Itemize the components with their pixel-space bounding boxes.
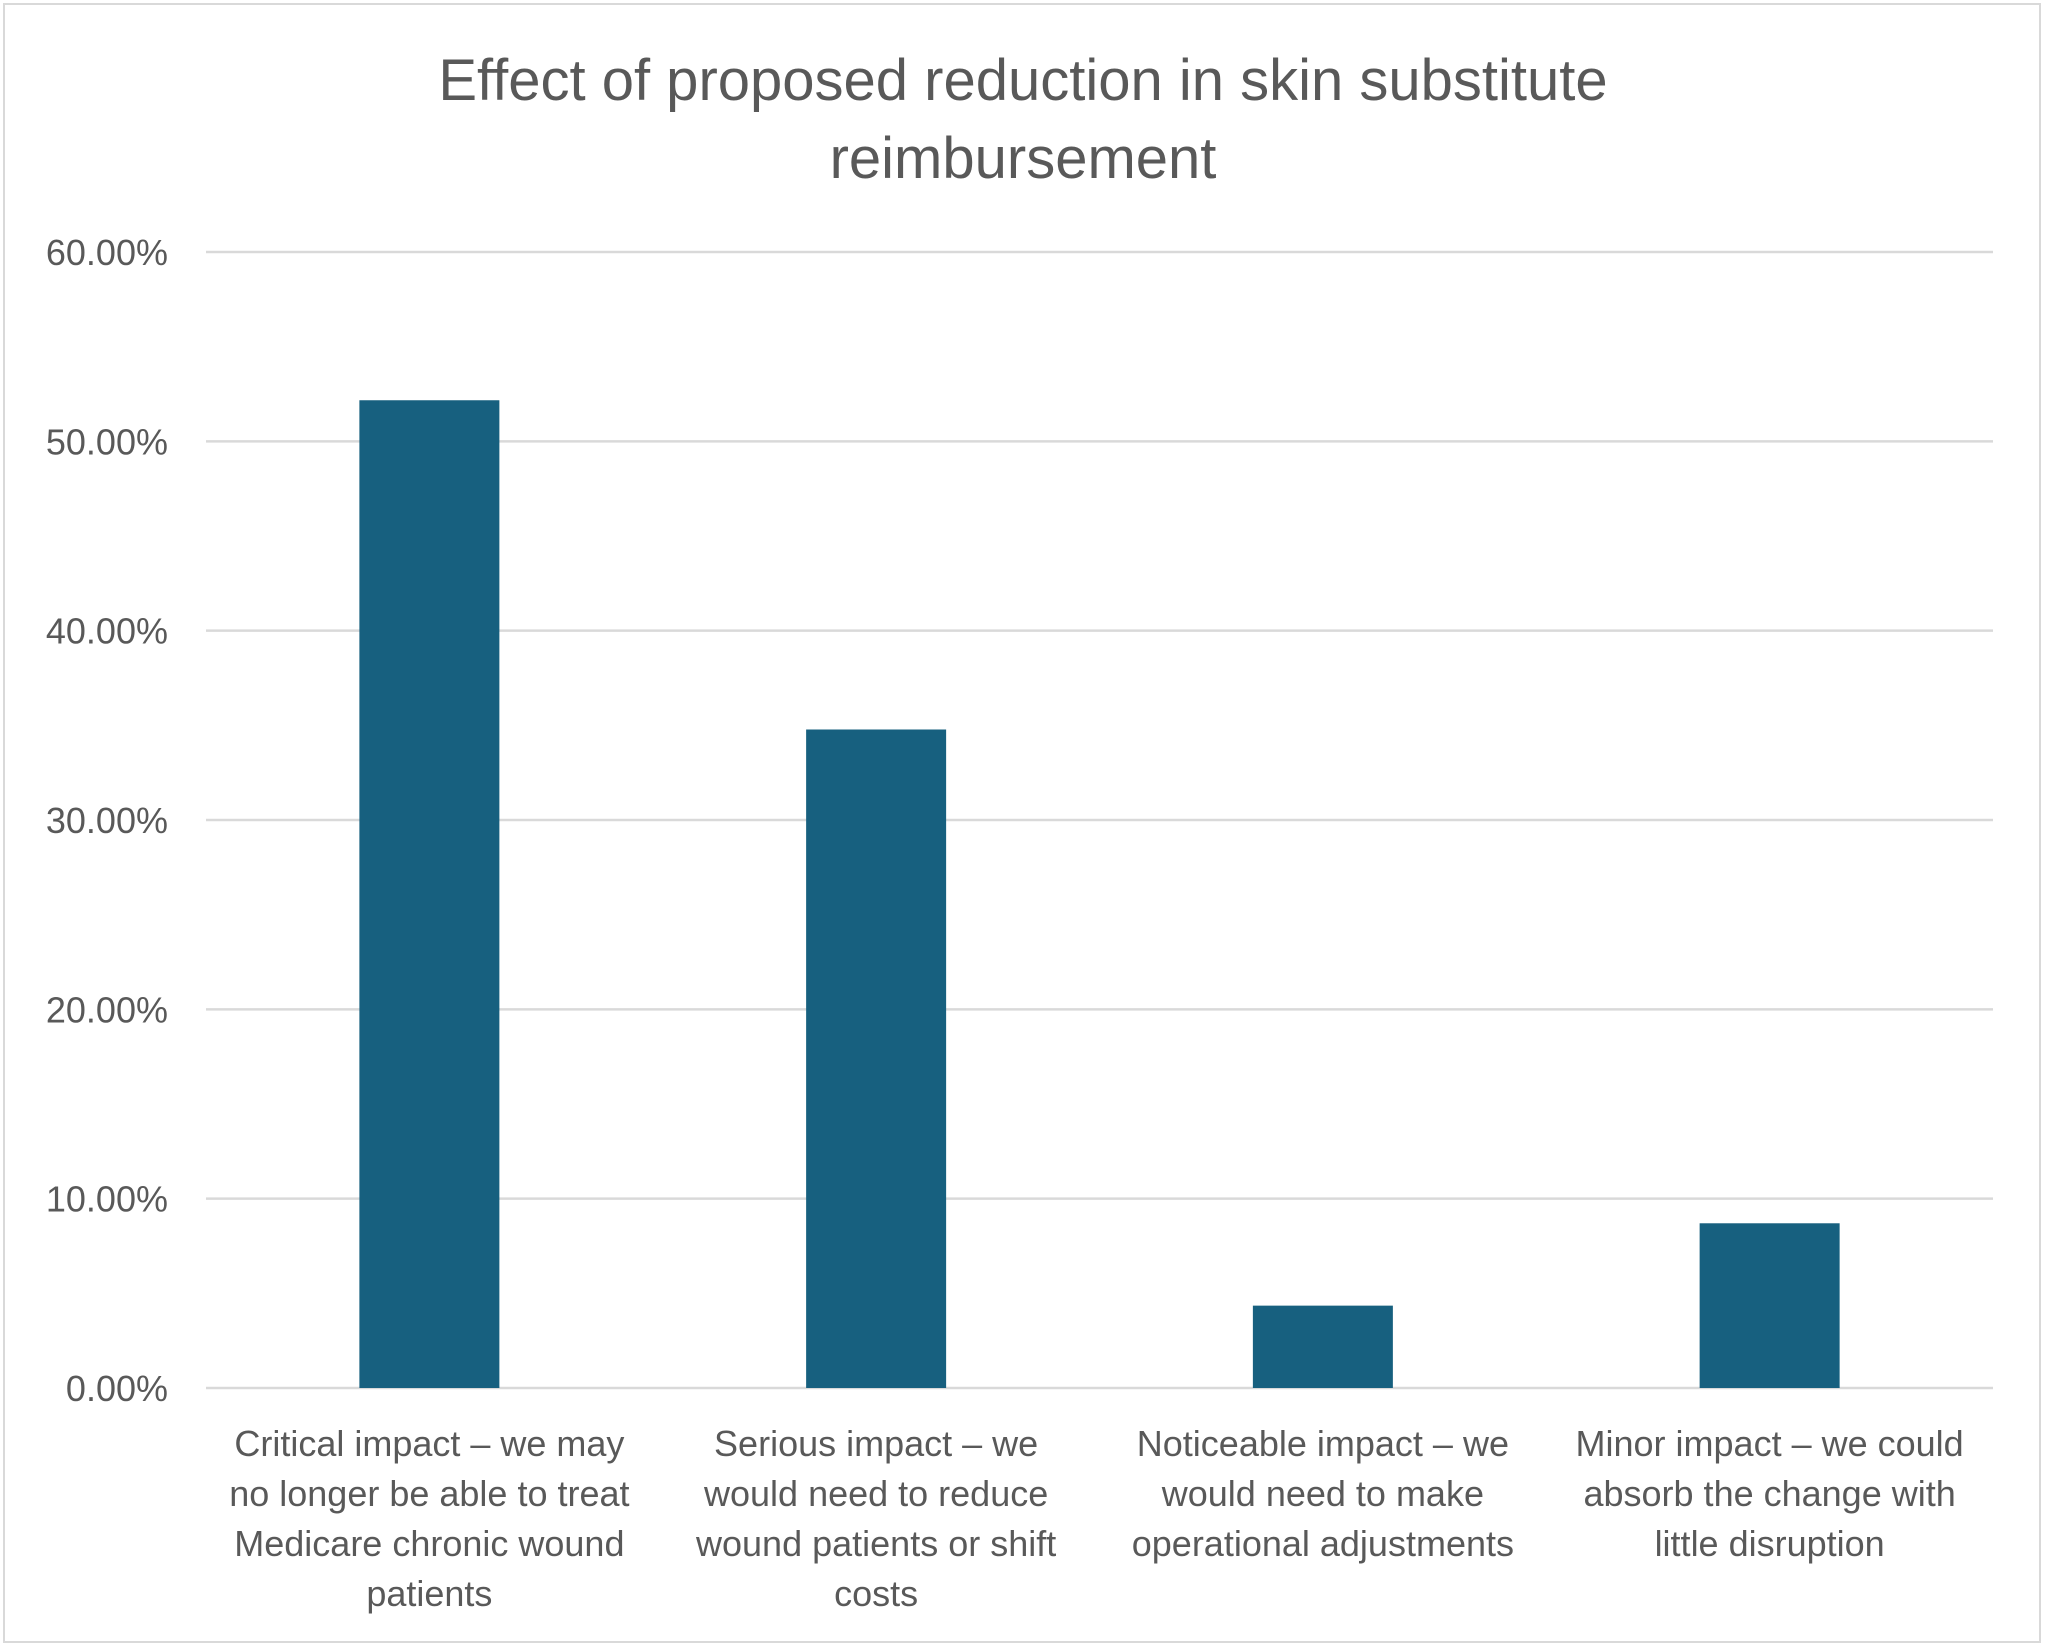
x-category-label-line: Critical impact – we may bbox=[234, 1423, 624, 1464]
y-tick-label: 50.00% bbox=[46, 421, 168, 462]
gridlines bbox=[206, 250, 1993, 1390]
x-category-label-line: wound patients or shift bbox=[695, 1523, 1056, 1564]
bar-2 bbox=[806, 729, 947, 1388]
y-tick-label: 30.00% bbox=[46, 800, 168, 841]
bar-1 bbox=[359, 400, 500, 1388]
x-category-label-line: Noticeable impact – we bbox=[1137, 1423, 1509, 1464]
chart-title-line: reimbursement bbox=[830, 126, 1217, 191]
y-tick-label: 40.00% bbox=[46, 611, 168, 652]
bar-4 bbox=[1699, 1223, 1840, 1388]
bar-3 bbox=[1252, 1305, 1393, 1388]
y-tick-label: 60.00% bbox=[46, 232, 168, 273]
y-tick-label: 10.00% bbox=[46, 1179, 168, 1220]
x-category-label-line: costs bbox=[834, 1573, 918, 1614]
x-category-label-line: operational adjustments bbox=[1132, 1523, 1514, 1564]
x-category-label-line: little disruption bbox=[1655, 1523, 1885, 1564]
chart-title-line: Effect of proposed reduction in skin sub… bbox=[438, 48, 1607, 113]
x-category-label-line: Minor impact – we could bbox=[1576, 1423, 1964, 1464]
x-category-label-line: Medicare chronic wound bbox=[234, 1523, 624, 1564]
x-category-label-line: no longer be able to treat bbox=[229, 1473, 629, 1514]
y-axis-tick-labels: 0.00% 10.00% 20.00% 30.00% 40.00% 50.00% 60.00… bbox=[46, 232, 168, 1409]
y-tick-label: 20.00% bbox=[46, 989, 168, 1030]
x-category-label-line: Serious impact – we bbox=[714, 1423, 1038, 1464]
x-category-label-line: would need to make bbox=[1161, 1473, 1484, 1514]
x-category-label-line: patients bbox=[366, 1573, 492, 1614]
chart-title: Effect of proposed reduction in skin sub… bbox=[438, 48, 1607, 191]
x-axis-category-labels: Critical impact – we may no longer be abl… bbox=[229, 1423, 1963, 1614]
x-category-label-line: would need to reduce bbox=[703, 1473, 1048, 1514]
y-tick-label: 0.00% bbox=[66, 1368, 168, 1409]
bars bbox=[359, 400, 1840, 1388]
x-category-label-line: absorb the change with bbox=[1583, 1473, 1955, 1514]
